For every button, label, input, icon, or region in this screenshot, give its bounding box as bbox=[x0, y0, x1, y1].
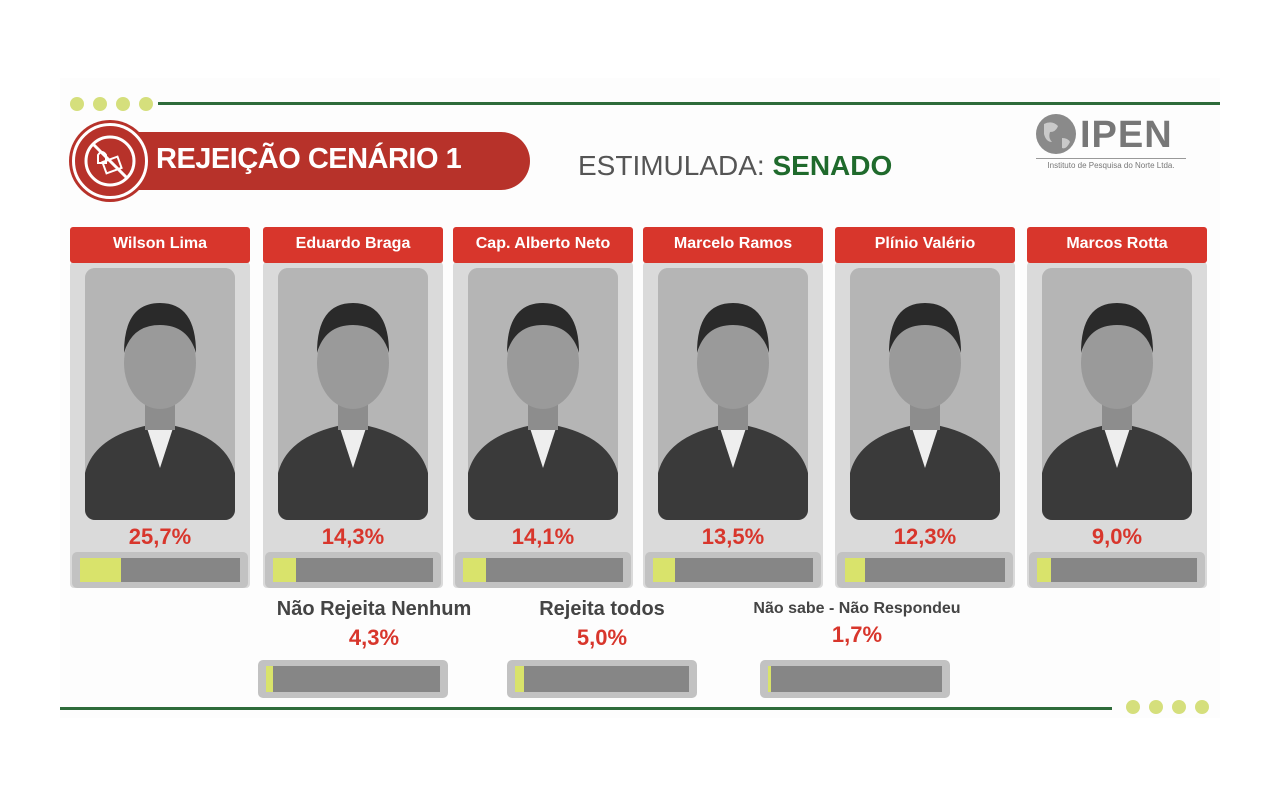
bar-track bbox=[266, 666, 440, 692]
candidate-photo bbox=[85, 268, 235, 520]
bar-track bbox=[845, 558, 1005, 582]
candidate-card: 12,3% bbox=[835, 262, 1015, 588]
candidate-photo bbox=[278, 268, 428, 520]
decor-dots-top bbox=[70, 97, 153, 111]
bar-fill bbox=[768, 666, 771, 692]
candidate-photo bbox=[1042, 268, 1192, 520]
rejection-bar bbox=[455, 552, 631, 588]
bar-fill bbox=[266, 666, 274, 692]
candidate-name: Marcos Rotta bbox=[1027, 227, 1207, 263]
other-option: Rejeita todos 5,0% bbox=[472, 598, 732, 651]
bar-fill bbox=[273, 558, 296, 582]
rejection-percent: 9,0% bbox=[1091, 524, 1143, 549]
title-banner bbox=[78, 132, 530, 190]
candidate-photo bbox=[850, 268, 1000, 520]
page-title: REJEIÇÃO CENÁRIO 1 bbox=[156, 143, 462, 175]
ipen-logo: IPEN Instituto de Pesquisa do Norte Ltda… bbox=[1034, 112, 1186, 172]
bar-fill bbox=[463, 558, 486, 582]
option-label: Não Rejeita Nenhum bbox=[276, 598, 472, 620]
bar-fill bbox=[515, 666, 524, 692]
rejection-bar bbox=[72, 552, 248, 588]
logo-tagline: Instituto de Pesquisa do Norte Ltda. bbox=[1036, 158, 1186, 170]
rejection-percent: 13,5% bbox=[701, 524, 765, 549]
bar-track bbox=[80, 558, 240, 582]
decor-dots-bottom bbox=[1126, 700, 1209, 714]
rejection-bar bbox=[265, 552, 441, 588]
rejection-percent: 14,3% bbox=[321, 524, 385, 549]
candidate-name: Eduardo Braga bbox=[263, 227, 443, 263]
candidate-card: 14,3% bbox=[263, 262, 443, 588]
subtitle-prefix: ESTIMULADA: bbox=[578, 150, 773, 181]
divider-top bbox=[158, 102, 1220, 105]
bar-fill bbox=[1037, 558, 1052, 582]
candidate-photo bbox=[658, 268, 808, 520]
option-label: Rejeita todos bbox=[539, 598, 665, 620]
option-bar bbox=[507, 660, 697, 698]
other-option: Não Rejeita Nenhum 4,3% bbox=[244, 598, 504, 651]
rejection-bar bbox=[837, 552, 1013, 588]
rejection-bar bbox=[645, 552, 821, 588]
rejection-percent: 14,1% bbox=[511, 524, 575, 549]
candidate-card: 13,5% bbox=[643, 262, 823, 588]
rejection-percent: 25,7% bbox=[128, 524, 192, 549]
other-option: Não sabe - Não Respondeu 1,7% bbox=[727, 598, 987, 648]
option-percent: 4,3% bbox=[348, 625, 400, 650]
bar-track bbox=[273, 558, 433, 582]
candidate-card: 9,0% bbox=[1027, 262, 1207, 588]
globe-icon bbox=[1036, 114, 1076, 154]
candidate-photo bbox=[468, 268, 618, 520]
bar-track bbox=[768, 666, 942, 692]
candidate-card: 25,7% bbox=[70, 262, 250, 588]
bar-track bbox=[1037, 558, 1197, 582]
candidate-name: Plínio Valério bbox=[835, 227, 1015, 263]
candidate-name: Wilson Lima bbox=[70, 227, 250, 263]
candidate-name: Marcelo Ramos bbox=[643, 227, 823, 263]
no-voting-icon bbox=[72, 123, 148, 199]
rejection-percent: 12,3% bbox=[893, 524, 957, 549]
bar-track bbox=[653, 558, 813, 582]
candidate-card: 14,1% bbox=[453, 262, 633, 588]
subtitle: ESTIMULADA: SENADO bbox=[578, 150, 892, 182]
divider-bottom bbox=[60, 707, 1112, 710]
bar-fill bbox=[653, 558, 675, 582]
option-percent: 1,7% bbox=[831, 622, 883, 647]
option-bar bbox=[760, 660, 950, 698]
option-label: Não sabe - Não Respondeu bbox=[753, 600, 961, 617]
bar-fill bbox=[845, 558, 865, 582]
bar-fill bbox=[80, 558, 122, 582]
bar-track bbox=[515, 666, 689, 692]
logo-name: IPEN bbox=[1080, 114, 1173, 156]
subtitle-highlight: SENADO bbox=[772, 150, 893, 181]
rejection-bar bbox=[1029, 552, 1205, 588]
candidate-name: Cap. Alberto Neto bbox=[453, 227, 633, 263]
option-bar bbox=[258, 660, 448, 698]
option-percent: 5,0% bbox=[576, 625, 628, 650]
bar-track bbox=[463, 558, 623, 582]
